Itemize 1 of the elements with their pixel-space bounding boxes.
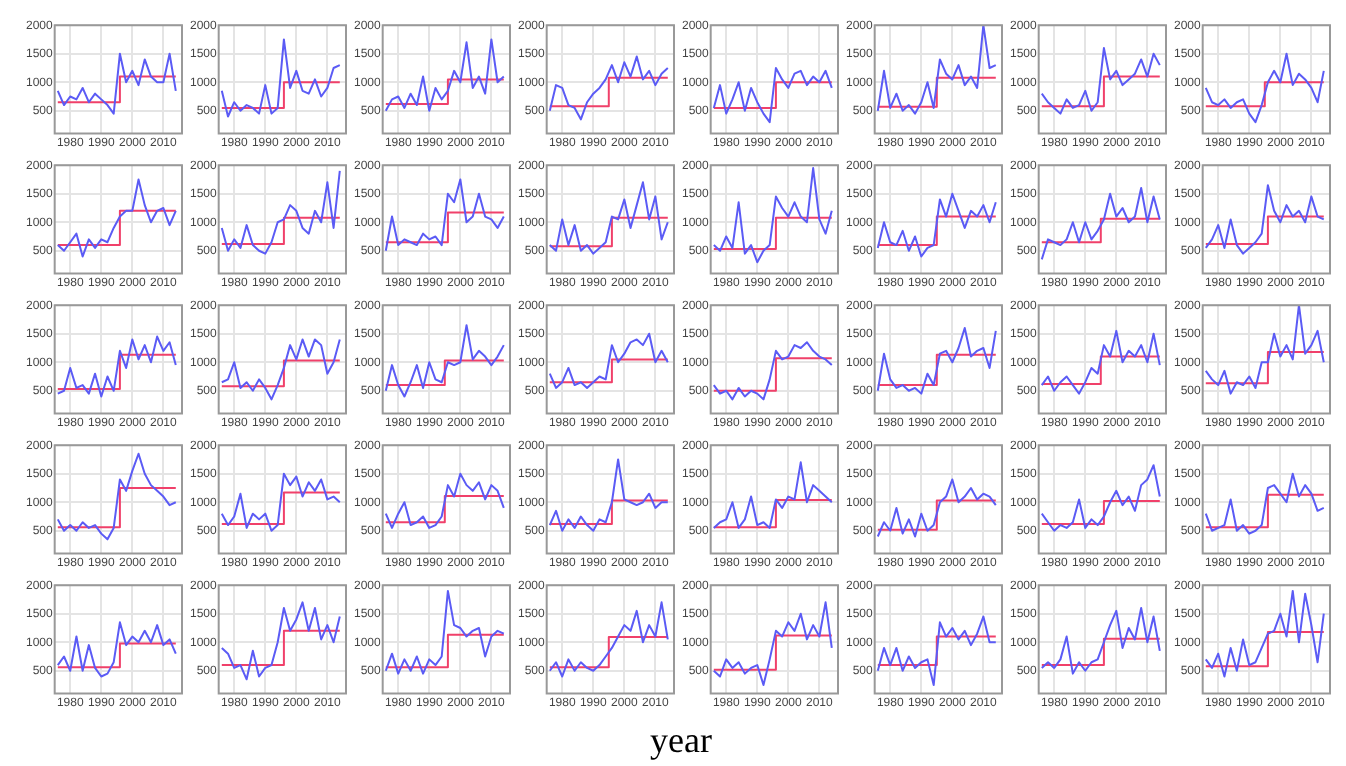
x-axis-title: year	[648, 720, 714, 762]
